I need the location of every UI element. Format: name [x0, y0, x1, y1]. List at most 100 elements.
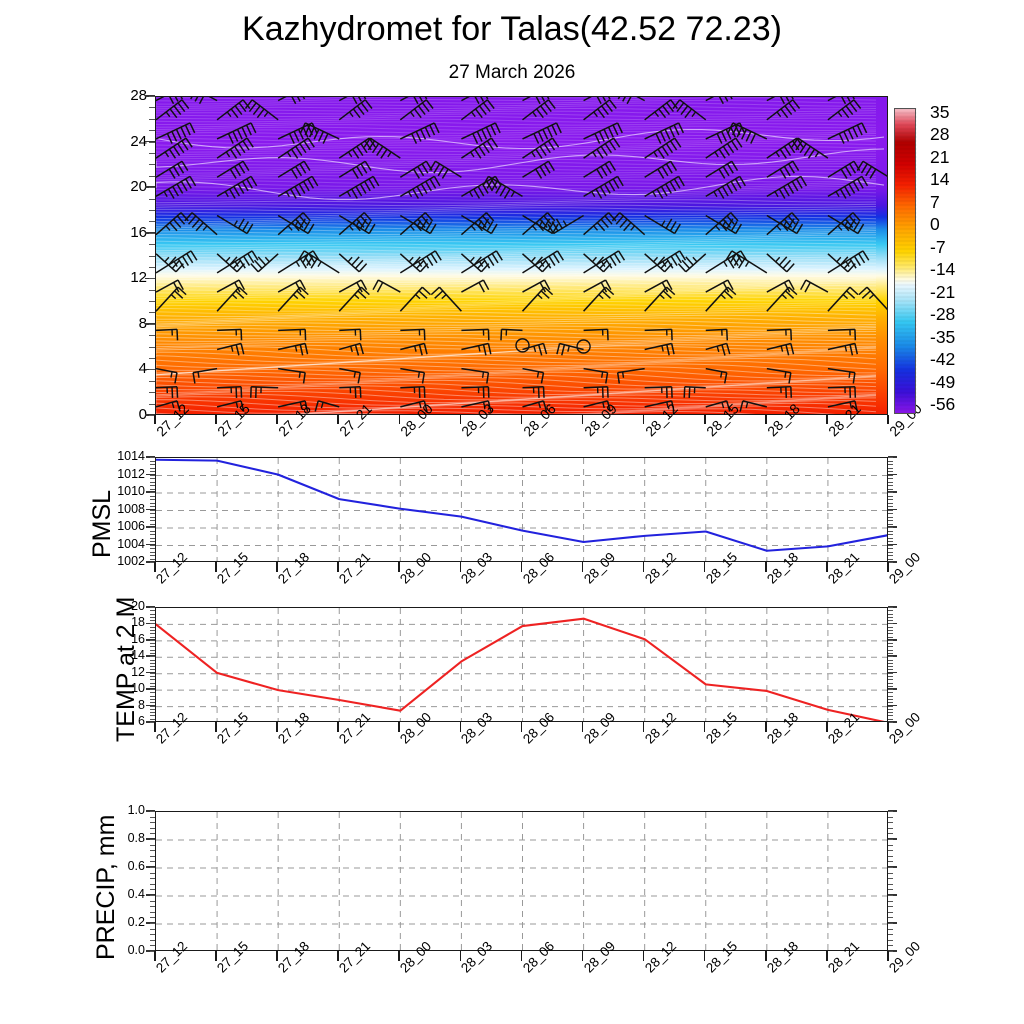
y-tick-minor [149, 130, 155, 132]
wind-barb [339, 342, 364, 356]
wind-barb [827, 160, 861, 179]
x-tick-mark [764, 722, 767, 732]
y-tick-label: 6 [138, 714, 145, 728]
x-tick-mark [459, 562, 462, 572]
wind-barb [644, 175, 685, 199]
pmsl-axis-title: PMSL [88, 489, 116, 558]
wind-barb [277, 214, 315, 235]
y-tick-minor [888, 928, 893, 930]
wind-barb [611, 212, 646, 236]
x-tick-mark [154, 562, 156, 572]
y-tick-label: 8 [138, 314, 147, 332]
wind-barb [250, 385, 279, 398]
wind-barb [277, 97, 309, 105]
y-tick-minor [888, 822, 893, 824]
wind-barb [827, 286, 859, 312]
wind-barb [461, 367, 490, 384]
x-tick-mark [215, 415, 217, 424]
x-tick-mark [826, 562, 828, 572]
y-tick-label: 1010 [117, 484, 145, 498]
y-tick-label: 12 [131, 664, 145, 679]
temperature-field [156, 97, 887, 414]
wind-barb [461, 328, 490, 341]
y-tick-mark-right [888, 561, 897, 563]
x-tick-label: 29_00 [886, 709, 924, 747]
x-tick-mark [581, 722, 584, 732]
y-tick-mark [146, 721, 155, 723]
y-tick-minor [149, 346, 155, 348]
wind-barb [184, 212, 218, 236]
wind-barb [156, 400, 181, 412]
wind-barb [644, 328, 673, 341]
wind-barb [314, 400, 340, 412]
y-tick-minor [149, 278, 155, 280]
x-tick-mark [520, 951, 523, 961]
y-tick-minor [888, 474, 893, 476]
x-tick-mark [520, 415, 523, 424]
wind-barb [858, 286, 887, 311]
y-tick-mark [146, 473, 155, 476]
y-tick-minor [888, 485, 893, 486]
pmsl-series-line [156, 458, 887, 552]
wind-barb [827, 253, 856, 273]
y-tick-mark-right [888, 655, 897, 657]
wind-barb [827, 385, 857, 398]
y-tick-minor [149, 369, 155, 371]
y-tick-mark [146, 622, 155, 625]
y-tick-minor [888, 883, 893, 885]
y-tick-minor [149, 244, 155, 246]
y-tick-minor [888, 906, 893, 908]
wind-barb [156, 137, 193, 159]
y-tick-minor [888, 653, 893, 654]
y-tick-mark-right [888, 473, 897, 476]
y-tick-mark [146, 922, 155, 924]
y-tick-label: 1.0 [127, 803, 145, 817]
y-tick-minor [888, 917, 893, 919]
y-tick-label: 0.0 [127, 943, 145, 957]
wind-barb [216, 279, 246, 293]
wind-barb [791, 137, 829, 159]
wind-barb [827, 367, 856, 384]
y-tick-label: 0.4 [127, 887, 145, 901]
y-tick-minor [149, 164, 155, 166]
y-tick-mark-right [888, 526, 897, 528]
y-tick-minor [888, 705, 893, 707]
wind-barb [299, 122, 340, 144]
wind-barb [766, 99, 801, 121]
y-tick-minor [888, 679, 893, 681]
y-tick-label: 8 [138, 697, 145, 712]
x-tick-mark [764, 562, 767, 572]
y-tick-minor [888, 649, 893, 651]
wind-barb [705, 137, 743, 159]
y-tick-label: 20 [130, 178, 147, 196]
y-tick-minor [888, 639, 893, 641]
colorbar-tick-label: -49 [930, 371, 956, 392]
x-tick-mark [703, 562, 706, 572]
y-tick-minor [888, 656, 893, 658]
y-tick-minor [888, 715, 893, 717]
wind-barb [705, 328, 729, 341]
colorbar-tick-label: -21 [930, 281, 956, 302]
x-tick-mark [276, 415, 278, 424]
y-tick-minor [888, 527, 893, 528]
wind-barb [339, 328, 362, 341]
wind-barb [338, 286, 370, 312]
y-tick-mark-right [888, 810, 897, 812]
wind-barb [583, 122, 623, 144]
y-tick-minor [149, 312, 155, 314]
y-tick-minor [888, 499, 893, 500]
y-tick-mark-right [888, 508, 897, 511]
y-tick-mark-right [888, 543, 897, 546]
y-tick-minor [888, 646, 893, 648]
x-tick-mark [337, 562, 339, 572]
wind-barb [156, 122, 196, 144]
x-tick-mark [703, 951, 706, 961]
x-tick-mark [215, 951, 217, 961]
y-tick-mark-right [888, 688, 897, 690]
x-tick-mark [887, 415, 889, 424]
wind-barb [705, 175, 746, 199]
colorbar-tick-label: -56 [930, 394, 956, 414]
x-tick-mark [154, 415, 156, 424]
wind-barb [766, 385, 793, 398]
y-tick-minor [888, 702, 893, 704]
